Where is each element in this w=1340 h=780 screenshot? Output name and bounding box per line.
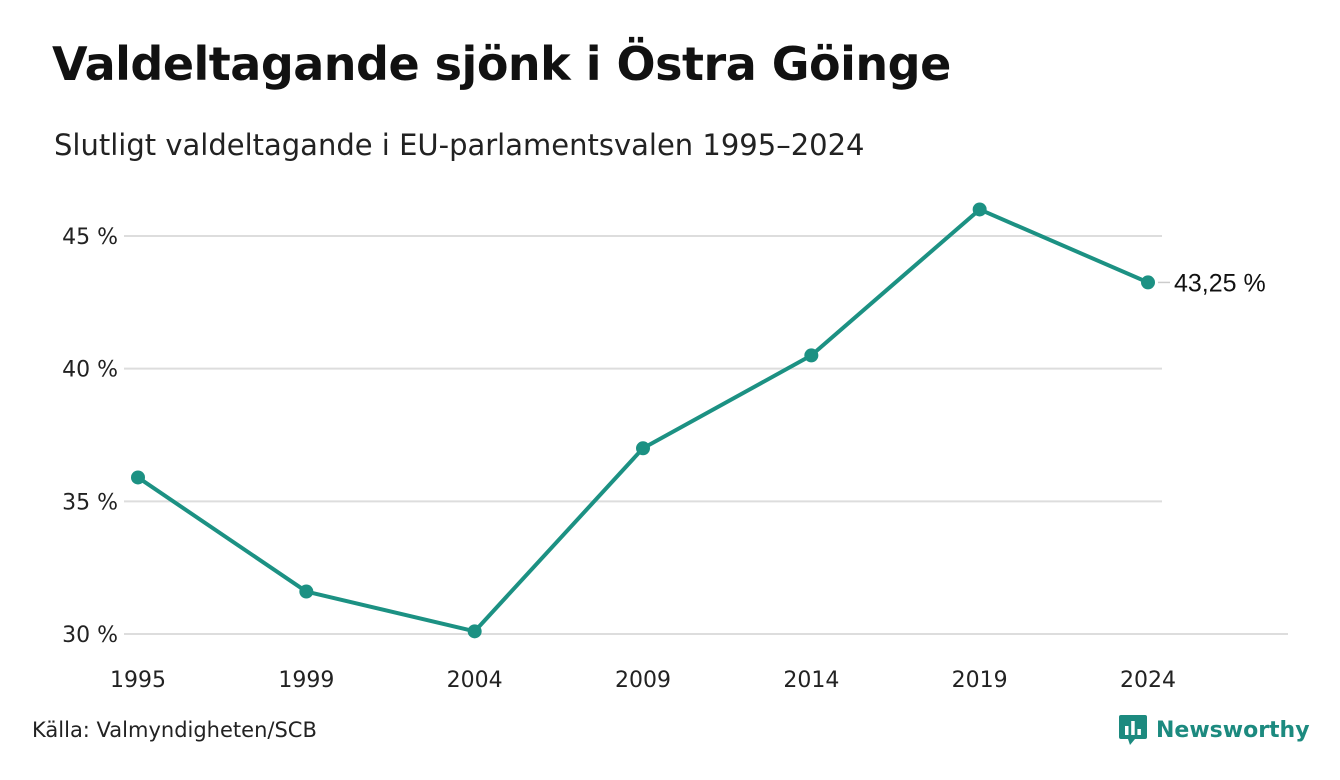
data-point xyxy=(131,470,145,485)
y-tick-label: 45 % xyxy=(62,225,118,250)
end-annotation: 43,25 % xyxy=(1158,269,1266,297)
brand-name: Newsworthy xyxy=(1156,717,1310,743)
x-tick-label: 2004 xyxy=(447,668,503,693)
y-tick-label: 35 % xyxy=(62,490,118,515)
data-point xyxy=(636,441,650,456)
data-point xyxy=(972,202,987,217)
end-value-label: 43,25 % xyxy=(1174,269,1266,297)
data-point xyxy=(1141,275,1155,290)
grid-lines xyxy=(124,235,1288,635)
source-note: Källa: Valmyndigheten/SCB xyxy=(32,718,317,742)
data-point xyxy=(299,584,314,599)
x-tick-label: 2014 xyxy=(783,668,839,693)
data-point xyxy=(467,624,482,639)
data-points xyxy=(131,202,1155,639)
x-tick-label: 2009 xyxy=(615,668,671,693)
x-tick-label: 1999 xyxy=(278,668,334,693)
x-axis-ticks: 1995 1999 2004 2009 2014 2019 2024 xyxy=(110,668,1176,693)
x-tick-label: 2024 xyxy=(1120,668,1176,693)
newsworthy-logo-icon xyxy=(1119,715,1147,745)
x-tick-label: 2019 xyxy=(952,668,1008,693)
series-line xyxy=(136,207,1150,634)
x-tick-label: 1995 xyxy=(110,668,166,693)
y-axis-ticks: 30 % 35 % 40 % 45 % xyxy=(62,225,118,648)
series-line-path xyxy=(136,207,1150,634)
brand-logo: Newsworthy xyxy=(1118,712,1310,748)
y-tick-label: 40 % xyxy=(62,358,118,383)
chart-title: Valdeltagande sjönk i Östra Göinge xyxy=(52,37,951,91)
chart-subtitle: Slutligt valdeltagande i EU-parlamentsva… xyxy=(54,128,865,162)
data-point xyxy=(804,348,819,363)
y-tick-label: 30 % xyxy=(62,623,118,648)
